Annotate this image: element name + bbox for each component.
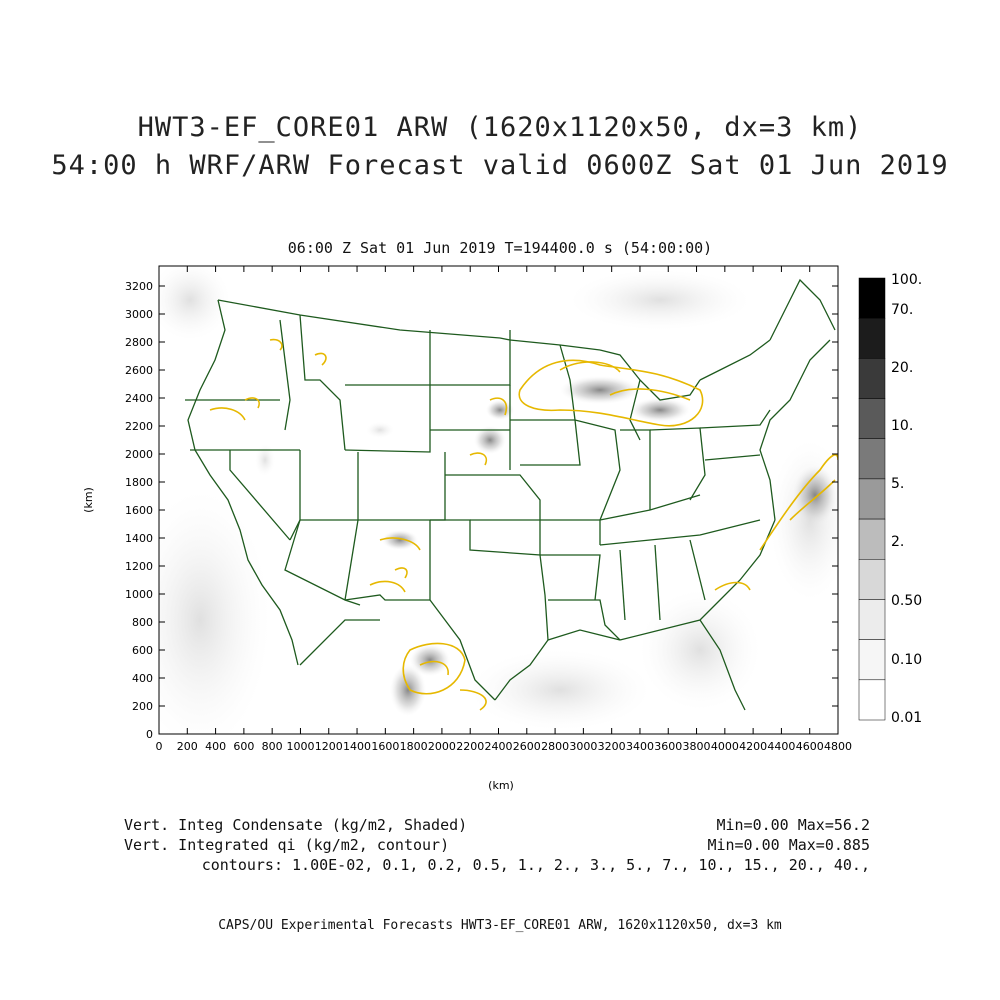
colorbar-label: 100. bbox=[891, 272, 922, 288]
colorbar-label: 0.01 bbox=[891, 710, 922, 726]
x-tick-label: 4000 bbox=[711, 740, 739, 753]
condensate-shading bbox=[159, 266, 838, 734]
shaded-field-range: Min=0.00 Max=56.2 bbox=[716, 816, 870, 834]
x-tick-label: 1200 bbox=[315, 740, 343, 753]
x-tick-label: 1400 bbox=[343, 740, 371, 753]
y-tick-label: 2600 bbox=[125, 364, 153, 377]
x-tick-label: 3000 bbox=[569, 740, 597, 753]
y-axis-title: (km) bbox=[82, 487, 95, 513]
y-tick-label: 800 bbox=[132, 616, 153, 629]
y-tick-label: 1600 bbox=[125, 504, 153, 517]
colorbar-label: 10. bbox=[891, 418, 913, 434]
x-tick-label: 3400 bbox=[626, 740, 654, 753]
title-line-1: HWT3-EF_CORE01 ARW (1620x1120x50, dx=3 k… bbox=[137, 112, 863, 143]
x-tick-label: 2800 bbox=[541, 740, 569, 753]
x-tick-label: 1000 bbox=[286, 740, 314, 753]
x-tick-label: 3600 bbox=[654, 740, 682, 753]
colorbar-label: 0.50 bbox=[891, 593, 922, 609]
y-tick-label: 3000 bbox=[125, 308, 153, 321]
colorbar-label: 70. bbox=[891, 302, 913, 318]
colorbar-label: 2. bbox=[891, 534, 904, 550]
shaded-field-label: Vert. Integ Condensate (kg/m2, Shaded) bbox=[124, 816, 468, 834]
x-tick-label: 4400 bbox=[767, 740, 795, 753]
y-axis: 0 200 400 600 800 1000 1200 1400 1600 1800 2000 220… bbox=[125, 280, 838, 741]
colorbar-swatch bbox=[858, 518, 886, 560]
contour-levels: contours: 1.00E-02, 0.1, 0.2, 0.5, 1., 2… bbox=[201, 856, 870, 874]
y-tick-label: 1200 bbox=[125, 560, 153, 573]
y-tick-label: 600 bbox=[132, 644, 153, 657]
colorbar-swatch bbox=[858, 438, 886, 480]
x-tick-label: 0 bbox=[156, 740, 163, 753]
colorbar-swatch bbox=[858, 559, 886, 600]
y-tick-label: 1000 bbox=[125, 588, 153, 601]
x-tick-label: 3200 bbox=[598, 740, 626, 753]
x-tick-label: 400 bbox=[205, 740, 226, 753]
colorbar: 100. 70. 20. 10. 5. 2. 0.50 0.10 0.01 bbox=[858, 272, 922, 726]
x-tick-label: 1800 bbox=[400, 740, 428, 753]
x-axis: 0 200 400 600 800 1000 1200 1400 1600 1800 2000 220… bbox=[156, 266, 852, 753]
colorbar-label: 0.10 bbox=[891, 652, 922, 668]
x-axis-title: (km) bbox=[488, 779, 514, 792]
colorbar-swatch bbox=[858, 317, 886, 359]
colorbar-swatch bbox=[858, 679, 886, 721]
y-tick-label: 2400 bbox=[125, 392, 153, 405]
colorbar-swatch bbox=[858, 599, 886, 640]
x-tick-label: 3800 bbox=[683, 740, 711, 753]
y-tick-label: 0 bbox=[146, 728, 153, 741]
contour-field-label: Vert. Integrated qi (kg/m2, contour) bbox=[124, 836, 450, 854]
y-tick-label: 2200 bbox=[125, 420, 153, 433]
colorbar-label: 20. bbox=[891, 360, 913, 376]
x-tick-label: 800 bbox=[262, 740, 283, 753]
map-plot-area bbox=[159, 266, 838, 734]
title-line-2: 54:00 h WRF/ARW Forecast valid 0600Z Sat… bbox=[51, 150, 949, 181]
y-tick-label: 400 bbox=[132, 672, 153, 685]
x-tick-label: 4200 bbox=[739, 740, 767, 753]
x-tick-label: 200 bbox=[177, 740, 198, 753]
colorbar-swatch bbox=[858, 398, 886, 439]
contour-field-range: Min=0.00 Max=0.885 bbox=[707, 836, 870, 854]
y-tick-label: 1400 bbox=[125, 532, 153, 545]
state-borders bbox=[185, 278, 836, 711]
x-tick-label: 2600 bbox=[513, 740, 541, 753]
y-tick-label: 2800 bbox=[125, 336, 153, 349]
colorbar-swatch bbox=[858, 277, 886, 319]
y-tick-label: 1800 bbox=[125, 476, 153, 489]
colorbar-swatch bbox=[858, 358, 886, 399]
x-tick-label: 2400 bbox=[485, 740, 513, 753]
x-tick-label: 4800 bbox=[824, 740, 852, 753]
x-tick-label: 600 bbox=[233, 740, 254, 753]
y-tick-label: 2000 bbox=[125, 448, 153, 461]
qi-contours bbox=[209, 338, 838, 711]
colorbar-swatch bbox=[858, 478, 886, 520]
x-tick-label: 1600 bbox=[371, 740, 399, 753]
footer-credit: CAPS/OU Experimental Forecasts HWT3-EF_C… bbox=[218, 918, 782, 933]
y-tick-label: 200 bbox=[132, 700, 153, 713]
colorbar-swatch bbox=[858, 639, 886, 681]
x-tick-label: 2000 bbox=[428, 740, 456, 753]
colorbar-label: 5. bbox=[891, 476, 904, 492]
y-tick-label: 3200 bbox=[125, 280, 153, 293]
x-tick-label: 2200 bbox=[456, 740, 484, 753]
valid-time-subtitle: 06:00 Z Sat 01 Jun 2019 T=194400.0 s (54… bbox=[287, 239, 713, 257]
x-tick-label: 4600 bbox=[796, 740, 824, 753]
